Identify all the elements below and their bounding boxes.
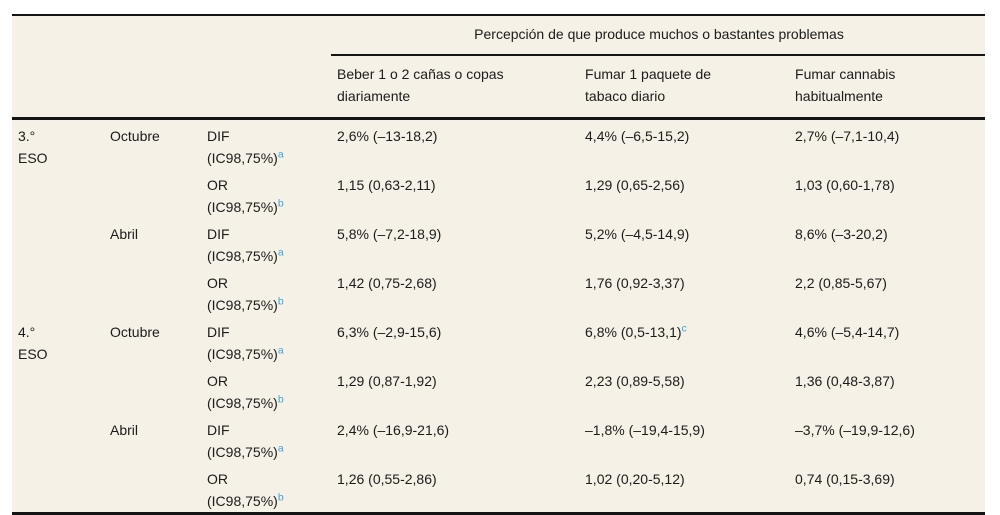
table-row: 3.° ESO Octubre DIF (IC98,75%)a 2,6% (–1…	[12, 119, 985, 170]
ic-text: (IC98,75%)	[207, 493, 278, 509]
value-cell: 5,2% (–4,5-14,9)	[585, 226, 690, 242]
measure-cell: OR (IC98,75%)b	[201, 365, 331, 414]
value-cell: 6,3% (–2,9-15,6)	[337, 324, 442, 340]
column-header-line: Fumar 1 paquete de	[585, 66, 712, 82]
footnote-marker: b	[277, 197, 284, 210]
value-cell: 8,6% (–3-20,2)	[795, 226, 888, 242]
grade-cell-3eso: 3.° ESO	[12, 119, 104, 317]
measure-label: OR	[207, 177, 228, 193]
value-cell: 1,42 (0,75-2,68)	[337, 275, 437, 291]
header-blank-cell	[12, 55, 332, 120]
value-cell: 1,15 (0,63-2,11)	[337, 177, 436, 193]
ic-label: (IC98,75%)a	[207, 147, 327, 169]
ic-label: (IC98,75%)b	[207, 294, 327, 316]
measure-label: OR	[207, 471, 228, 487]
month-cell: Abril	[110, 226, 139, 242]
ic-label: (IC98,75%)b	[207, 196, 327, 218]
table-row: 4.° ESO Octubre DIF (IC98,75%)a 6,3% (–2…	[12, 316, 985, 365]
month-cell: Octubre	[110, 324, 160, 340]
ic-label: (IC98,75%)a	[207, 245, 327, 267]
ic-text: (IC98,75%)	[207, 444, 278, 460]
column-header-row: Beber 1 o 2 cañas o copas diariamente Fu…	[12, 55, 986, 120]
measure-cell: DIF (IC98,75%)a	[201, 414, 331, 463]
ic-label: (IC98,75%)a	[207, 441, 327, 463]
table-row: Abril DIF (IC98,75%)a 2,4% (–16,9-21,6) …	[12, 414, 985, 463]
value-cell: 1,26 (0,55-2,86)	[337, 471, 437, 487]
spanner-blank-cell	[12, 16, 331, 55]
column-header-alcohol: Beber 1 o 2 cañas o copas diariamente	[331, 55, 580, 120]
value-cell: 2,6% (–13-18,2)	[337, 128, 438, 144]
footnote-marker: a	[277, 344, 284, 357]
spanner-row: Percepción de que produce muchos o basta…	[12, 16, 986, 56]
value-cell: 1,29 (0,87-1,92)	[337, 373, 437, 389]
month-cell: Octubre	[110, 128, 160, 144]
column-header-line: Fumar cannabis	[795, 66, 896, 82]
measure-label: DIF	[207, 324, 230, 340]
measure-label: DIF	[207, 128, 230, 144]
value-cell: –3,7% (–19,9-12,6)	[795, 422, 915, 438]
ic-text: (IC98,75%)	[207, 150, 278, 166]
value-cell: 1,03 (0,60-1,78)	[795, 177, 895, 193]
table-row: OR (IC98,75%)b 1,29 (0,87-1,92) 2,23 (0,…	[12, 365, 985, 414]
measure-label: OR	[207, 373, 228, 389]
value-cell: 0,74 (0,15-3,69)	[795, 471, 895, 487]
spanner-heading: Percepción de que produce muchos o basta…	[331, 16, 986, 56]
value-cell: 4,4% (–6,5-15,2)	[585, 128, 690, 144]
measure-cell: OR (IC98,75%)b	[201, 463, 331, 512]
measure-cell: OR (IC98,75%)b	[201, 267, 331, 316]
ic-label: (IC98,75%)b	[207, 392, 327, 414]
value-text: 6,8% (0,5-13,1)	[585, 324, 682, 340]
footnote-marker: c	[681, 322, 687, 335]
footnote-marker: a	[277, 148, 284, 161]
footnote-marker: a	[277, 246, 284, 259]
value-cell: 4,6% (–5,4-14,7)	[795, 324, 900, 340]
value-cell: 1,36 (0,48-3,87)	[795, 373, 895, 389]
value-cell: 1,02 (0,20-5,12)	[585, 471, 685, 487]
table-row: OR (IC98,75%)b 1,42 (0,75-2,68) 1,76 (0,…	[12, 267, 985, 316]
footnote-marker: b	[277, 295, 284, 308]
footnote-marker: a	[277, 442, 284, 455]
ic-text: (IC98,75%)	[207, 248, 278, 264]
value-cell: 2,2 (0,85-5,67)	[795, 275, 887, 291]
value-cell: 2,4% (–16,9-21,6)	[337, 422, 450, 438]
column-header-line: habitualmente	[795, 88, 883, 104]
column-header-cannabis: Fumar cannabis habitualmente	[789, 55, 986, 120]
value-cell: 2,23 (0,89-5,58)	[585, 373, 685, 389]
ic-text: (IC98,75%)	[207, 297, 278, 313]
value-cell: 5,8% (–7,2-18,9)	[337, 226, 442, 242]
value-cell: 2,7% (–7,1-10,4)	[795, 128, 900, 144]
measure-cell: DIF (IC98,75%)a	[201, 316, 331, 365]
footnote-marker: b	[277, 491, 284, 504]
value-cell: 1,76 (0,92-3,37)	[585, 275, 685, 291]
measure-cell: DIF (IC98,75%)a	[201, 119, 331, 170]
value-cell: 6,8% (0,5-13,1)c	[579, 316, 789, 365]
grade-cell-4eso: 4.° ESO	[12, 316, 104, 512]
column-header-line: Beber 1 o 2 cañas o copas	[337, 66, 504, 82]
ic-text: (IC98,75%)	[207, 346, 278, 362]
grade-label: ESO	[18, 346, 48, 362]
ic-text: (IC98,75%)	[207, 395, 278, 411]
results-table: Percepción de que produce muchos o basta…	[12, 14, 986, 515]
ic-text: (IC98,75%)	[207, 199, 278, 215]
table-row: OR (IC98,75%)b 1,15 (0,63-2,11) 1,29 (0,…	[12, 169, 985, 218]
perception-table: Percepción de que produce muchos o basta…	[12, 16, 986, 512]
measure-label: OR	[207, 275, 228, 291]
ic-label: (IC98,75%)a	[207, 343, 327, 365]
table-row: Abril DIF (IC98,75%)a 5,8% (–7,2-18,9) 5…	[12, 218, 985, 267]
measure-label: DIF	[207, 422, 230, 438]
measure-label: DIF	[207, 226, 230, 242]
grade-label: 4.°	[18, 324, 36, 340]
measure-cell: DIF (IC98,75%)a	[201, 218, 331, 267]
column-header-tobacco: Fumar 1 paquete de tabaco diario	[579, 55, 790, 120]
measure-cell: OR (IC98,75%)b	[201, 169, 331, 218]
ic-label: (IC98,75%)b	[207, 490, 327, 512]
grade-label: ESO	[18, 150, 48, 166]
column-header-line: diariamente	[337, 88, 411, 104]
value-cell: 1,29 (0,65-2,56)	[585, 177, 685, 193]
grade-label: 3.°	[18, 128, 36, 144]
value-cell: –1,8% (–19,4-15,9)	[585, 422, 705, 438]
footnote-marker: b	[277, 393, 284, 406]
column-header-line: tabaco diario	[585, 88, 666, 104]
month-cell: Abril	[110, 422, 139, 438]
